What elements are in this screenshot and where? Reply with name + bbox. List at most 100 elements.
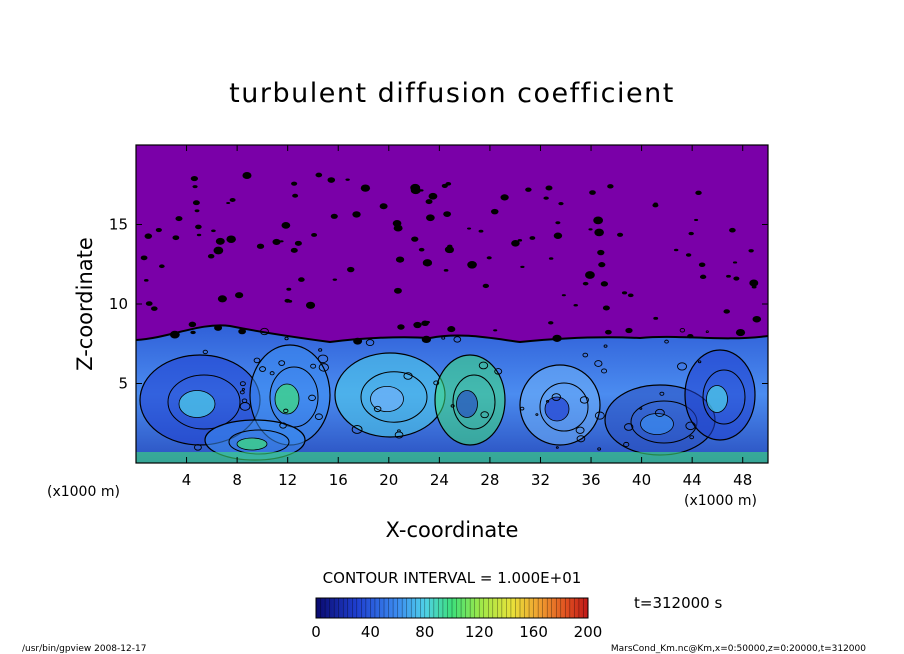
contour-speck bbox=[748, 249, 754, 253]
contour-speck bbox=[281, 221, 291, 229]
contour-loop bbox=[433, 380, 440, 386]
contour-speck bbox=[594, 228, 604, 237]
y-tick-label: 5 bbox=[118, 375, 128, 393]
contour-speck bbox=[144, 233, 153, 239]
contour-speck bbox=[298, 277, 305, 282]
contour-speck bbox=[553, 232, 563, 239]
x-tick-label: 32 bbox=[531, 471, 550, 489]
contour-speck bbox=[413, 321, 422, 329]
contour-speck bbox=[443, 211, 452, 217]
contour-speck bbox=[291, 181, 298, 186]
contour-speck bbox=[573, 303, 578, 307]
contour-speck bbox=[428, 192, 438, 200]
contour-speck bbox=[627, 293, 634, 298]
contour-loop bbox=[654, 408, 665, 417]
contour-speck bbox=[733, 276, 740, 281]
x-unit-left: (x1000 m) bbox=[47, 484, 120, 500]
contour-speck bbox=[525, 187, 532, 192]
contour-speck bbox=[695, 190, 702, 196]
contour-loop bbox=[239, 381, 246, 387]
contour-loop bbox=[519, 406, 525, 411]
contour-loop bbox=[603, 344, 608, 348]
x-tick-label: 40 bbox=[632, 471, 651, 489]
contour-speck bbox=[395, 256, 405, 263]
contour-speck bbox=[207, 254, 215, 259]
x-tick-label: 20 bbox=[379, 471, 398, 489]
eddy-core bbox=[706, 385, 728, 413]
contour-speck bbox=[698, 262, 706, 268]
contour-speck bbox=[467, 260, 477, 269]
x-ticks: 4 8 12 16 20 24 28 32 36 40 44 48 bbox=[182, 145, 752, 489]
contour-speck bbox=[561, 294, 566, 297]
contour-speck bbox=[272, 238, 281, 245]
contour-loop bbox=[310, 363, 317, 369]
eddy-inner-contour bbox=[167, 374, 241, 430]
contour-speck bbox=[140, 255, 148, 261]
contour-speck bbox=[418, 247, 425, 252]
contour-speck bbox=[425, 320, 430, 324]
contour-loop bbox=[689, 435, 695, 440]
contour-speck bbox=[190, 175, 198, 182]
contour-speck bbox=[305, 301, 316, 309]
x-tick-label: 44 bbox=[683, 471, 702, 489]
eddy-inner-contour bbox=[452, 374, 496, 430]
contour-loop bbox=[579, 396, 589, 404]
contour-speck bbox=[543, 196, 549, 200]
contour-speck bbox=[352, 211, 361, 218]
contour-speck bbox=[500, 194, 509, 201]
contour-speck bbox=[653, 316, 659, 320]
contour-loop bbox=[260, 327, 269, 336]
contour-loop bbox=[639, 407, 643, 410]
contour-loop bbox=[582, 352, 589, 358]
contour-speck bbox=[625, 327, 633, 334]
contour-loop bbox=[317, 354, 329, 364]
contour-loop bbox=[480, 411, 489, 419]
footer-right: MarsCond_Km.nc@Km,x=0:50000,z=0:20000,t=… bbox=[611, 644, 866, 654]
contour-loop bbox=[193, 444, 202, 451]
contour-speck bbox=[188, 321, 197, 328]
eddy-core bbox=[370, 385, 404, 412]
contour-speck bbox=[749, 279, 759, 287]
contour-speck bbox=[155, 227, 162, 233]
eddy-inner-contour bbox=[539, 382, 589, 432]
contour-speck bbox=[486, 256, 492, 260]
contour-speck bbox=[393, 224, 403, 232]
contour-speck bbox=[311, 232, 318, 237]
contour-speck bbox=[441, 183, 448, 188]
contour-speck bbox=[511, 240, 520, 247]
contour-speck bbox=[685, 253, 692, 257]
colorbar-stripes bbox=[320, 598, 584, 618]
contour-speck bbox=[213, 246, 224, 255]
contour-speck bbox=[598, 262, 606, 268]
contour-loop bbox=[576, 435, 586, 443]
contour-loop bbox=[555, 446, 559, 449]
contour-speck bbox=[425, 199, 433, 205]
contour-loop bbox=[269, 371, 275, 376]
contour-speck bbox=[726, 274, 731, 278]
contour-speck bbox=[235, 292, 244, 299]
contour-speck bbox=[159, 264, 165, 269]
contour-speck bbox=[589, 190, 596, 195]
eddy-core bbox=[236, 437, 268, 451]
contour-loop bbox=[283, 408, 289, 414]
contour-loop bbox=[351, 425, 363, 434]
contour-speck bbox=[751, 285, 757, 289]
contour-speck bbox=[529, 236, 536, 240]
contour-speck bbox=[226, 235, 236, 243]
contour-speck bbox=[600, 281, 609, 287]
x-tick-label: 4 bbox=[182, 471, 192, 489]
contour-speck bbox=[332, 278, 338, 281]
eddy-core bbox=[178, 390, 216, 418]
contour-loop bbox=[278, 360, 286, 366]
contour-speck bbox=[421, 335, 432, 344]
contour-speck bbox=[194, 209, 200, 213]
contour-loop bbox=[601, 368, 608, 374]
contour-loop bbox=[202, 349, 208, 355]
contour-speck bbox=[447, 244, 453, 248]
contour-loop bbox=[535, 413, 539, 416]
contour-speck bbox=[446, 247, 454, 253]
contour-speck bbox=[585, 271, 595, 279]
contour-speck bbox=[548, 321, 554, 325]
contour-speck bbox=[687, 334, 694, 339]
contour-speck bbox=[482, 283, 490, 289]
